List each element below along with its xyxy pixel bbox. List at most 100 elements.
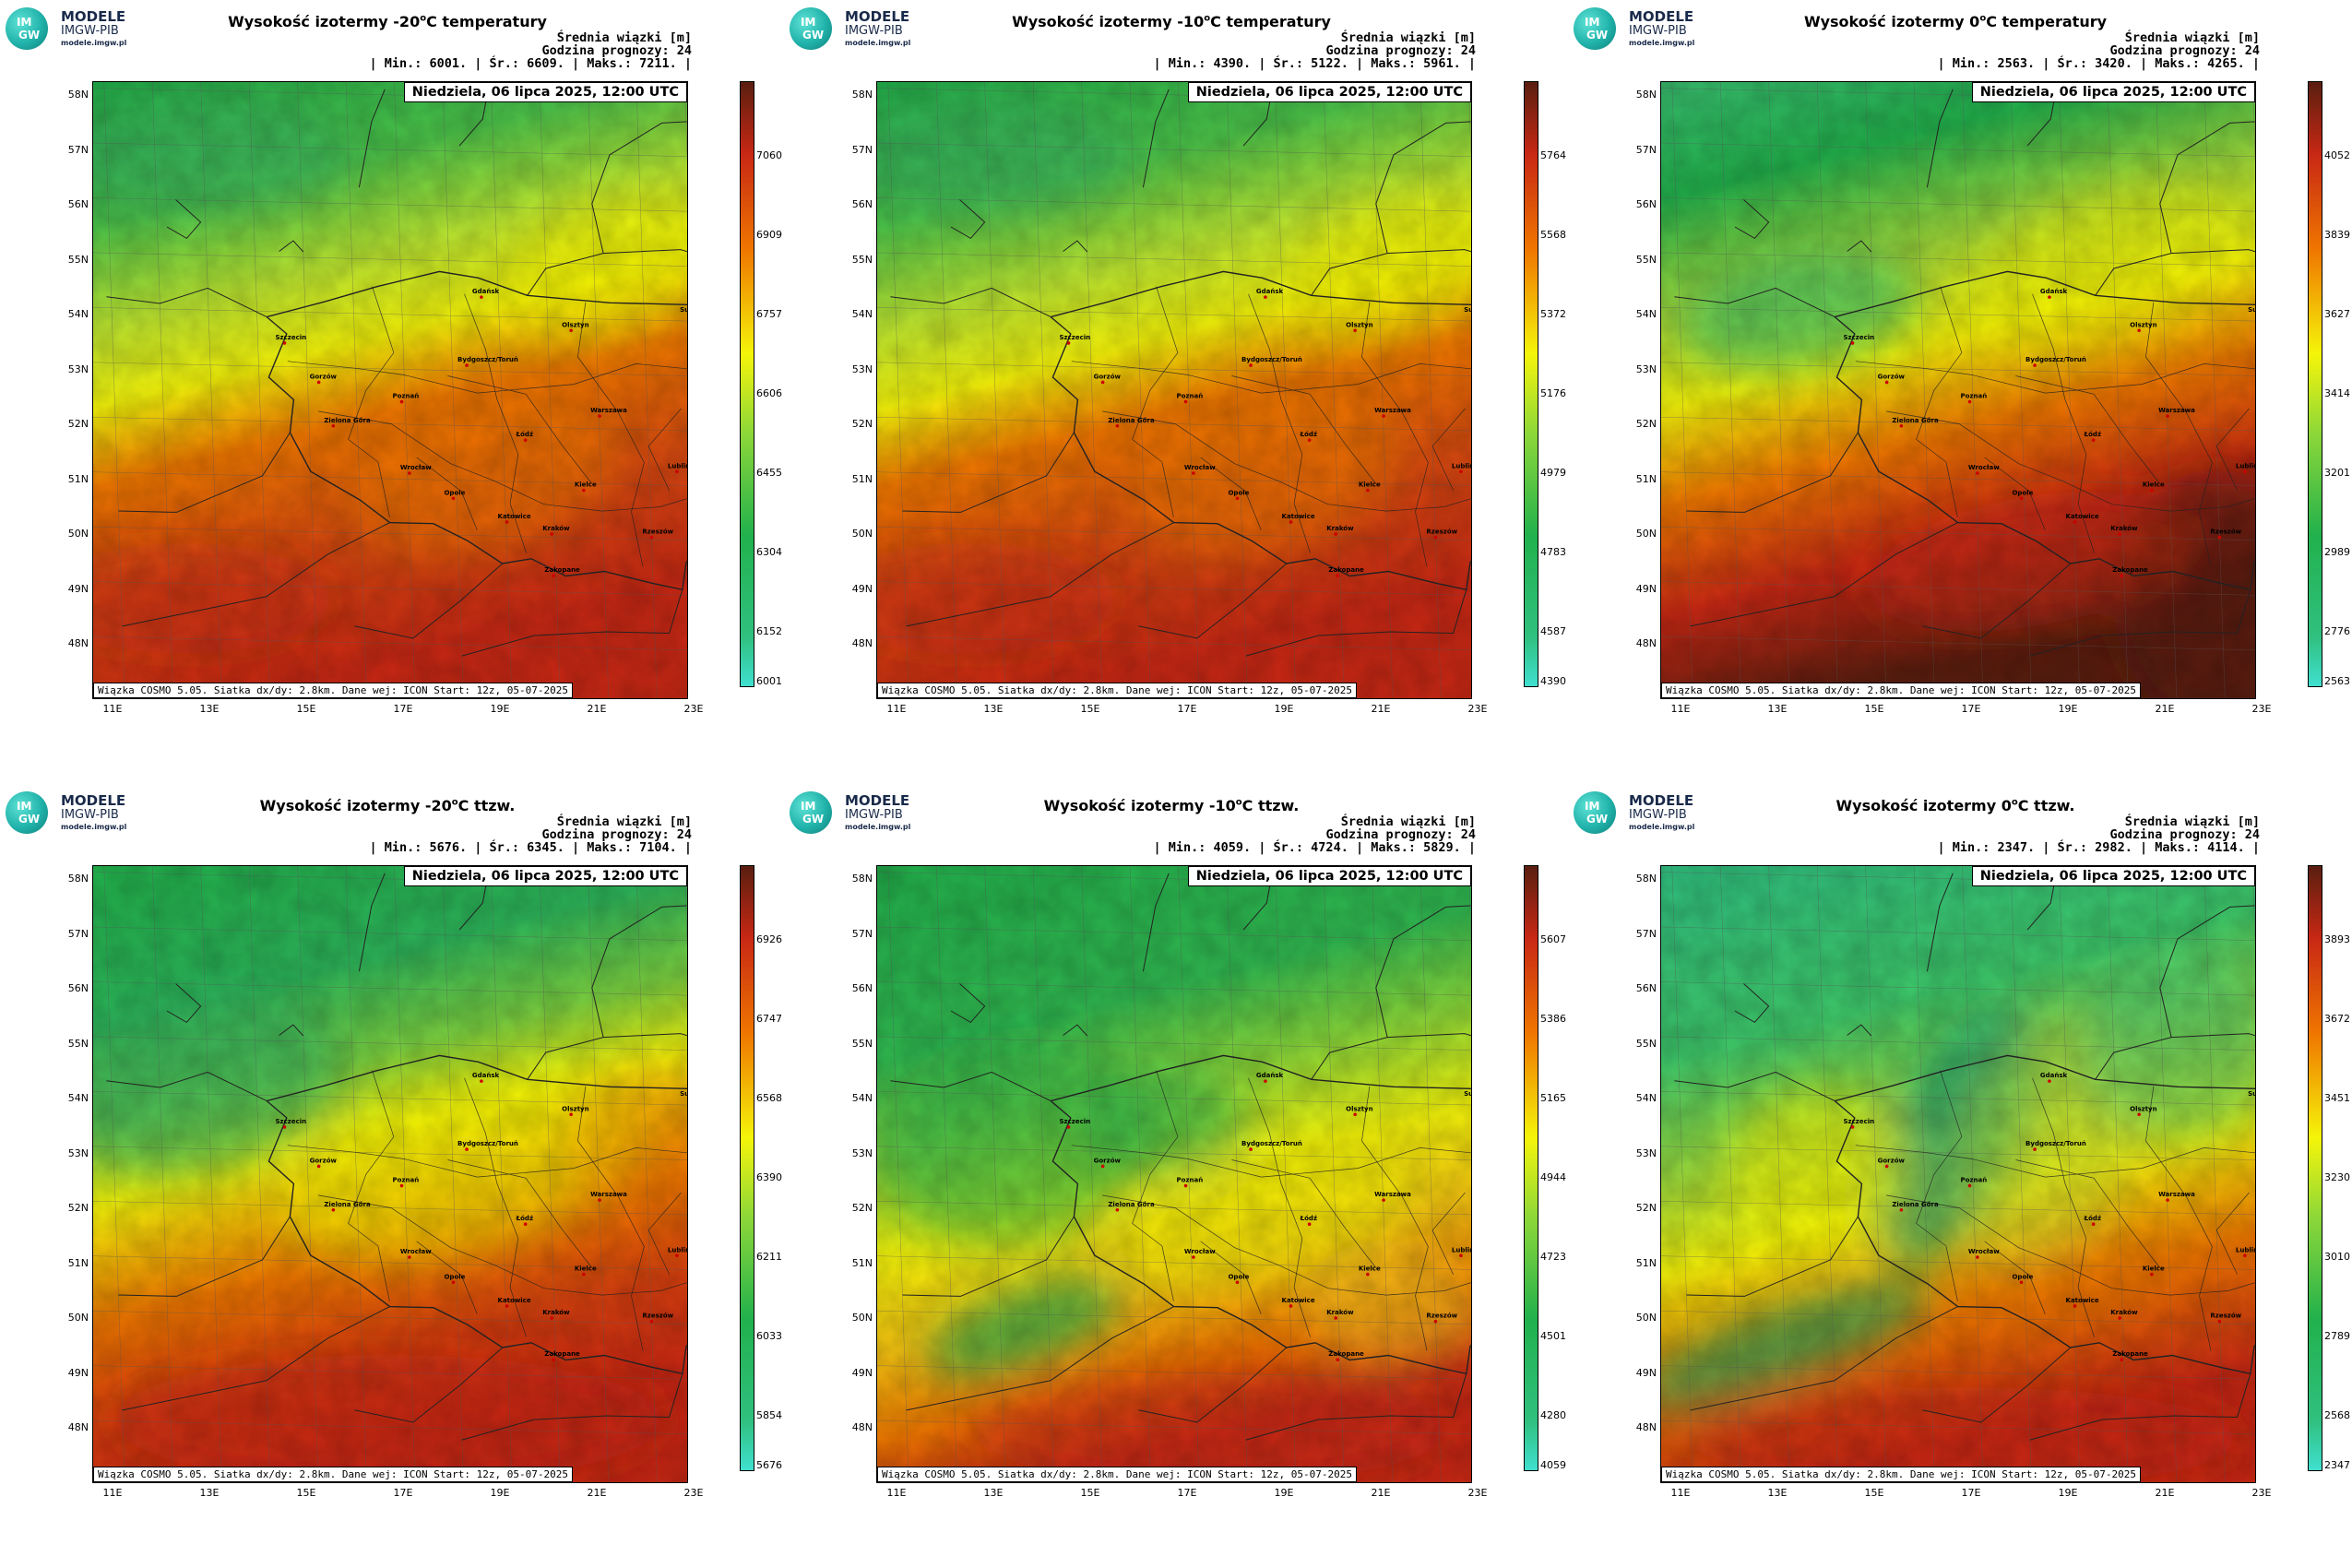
colorbar-tick-label: 5176	[1540, 387, 1566, 399]
stats-block: Średnia wiązki [m] Godzina prognozy: 24 | …	[1154, 815, 1477, 854]
city-label: Gorzów	[310, 1157, 338, 1164]
latitude-tick: 51N	[851, 472, 873, 485]
border-line	[1242, 881, 1272, 931]
map-area[interactable]: GdańskSuwałkiOlsztynBiałystokSzczecinByd…	[92, 865, 688, 1483]
city-marker	[569, 328, 573, 333]
city-marker	[1183, 399, 1188, 404]
latitude-tick: 55N	[1635, 1037, 1657, 1050]
map-area[interactable]: GdańskSuwałkiOlsztynBiałystokSzczecinByd…	[92, 81, 688, 699]
border-line	[461, 589, 683, 657]
city-marker	[1967, 1183, 1972, 1188]
longitude-tick: 13E	[983, 703, 1004, 715]
date-label: Niedziela, 06 lipca 2025, 12:00 UTC	[1187, 866, 1471, 886]
border-line	[1674, 1071, 1835, 1102]
longitude-gridline	[2204, 866, 2226, 1482]
title-degree: o	[1235, 797, 1242, 808]
latitude-gridline	[93, 1091, 687, 1106]
longitude-tick: 11E	[886, 1487, 907, 1499]
logo-url: modele.imgw.pl	[1629, 823, 1695, 831]
latitude-gridline	[93, 581, 687, 596]
voivodeship-border	[348, 1070, 395, 1301]
logo-name: MODELE	[845, 792, 910, 809]
logo-glyph-bottom: GW	[1586, 813, 1609, 826]
city-marker	[1884, 380, 1889, 385]
forecast-label: Godzina prognozy: 24	[2109, 827, 2260, 842]
colorbar-tick-label: 3230	[2324, 1171, 2350, 1183]
longitude-gridline	[1372, 82, 1394, 698]
latitude-gridline	[93, 362, 687, 376]
latitude-gridline	[93, 197, 687, 212]
title-degree: o	[420, 13, 427, 24]
city-marker	[2073, 520, 2077, 524]
city-marker	[2019, 1280, 2024, 1285]
longitude-gridline	[442, 866, 464, 1482]
latitude-gridline	[1661, 636, 2255, 651]
latitude-tick: 57N	[1635, 927, 1657, 940]
logo-icon: IM GW	[790, 791, 832, 834]
latitude-tick: 52N	[1635, 418, 1657, 430]
city-label: Wrocław	[400, 464, 432, 471]
voivodeship-border	[1916, 1070, 1963, 1301]
latitude-gridline	[1661, 581, 2255, 596]
footer-label: Wiązka COSMO 5.05. Siatka dx/dy: 2.8km. …	[877, 1467, 1357, 1482]
border-line	[2159, 121, 2255, 254]
city-label: Rzeszów	[1426, 1313, 1457, 1320]
voivodeship-border	[1855, 361, 2255, 394]
latitude-tick: 54N	[67, 308, 89, 320]
city-marker	[2118, 1316, 2122, 1320]
city-marker	[1976, 471, 1979, 475]
colorbar-tick-label: 2568	[2324, 1409, 2350, 1421]
voivodeship-border	[318, 1194, 687, 1296]
latitude-tick: 57N	[851, 143, 873, 156]
date-label: Niedziela, 06 lipca 2025, 12:00 UTC	[1187, 82, 1471, 102]
longitude-tick: 19E	[490, 1487, 510, 1499]
city-label: Lublin	[1452, 462, 1471, 469]
imgw-logo: IM GW MODELE IMGW-PIB modele.imgw.pl	[6, 791, 153, 836]
longitude-gridline	[1323, 866, 1345, 1482]
city-label: Lublin	[668, 1246, 687, 1253]
map-area[interactable]: GdańskSuwałkiOlsztynBiałystokSzczecinByd…	[1660, 865, 2256, 1483]
city-marker	[331, 423, 336, 428]
city-marker	[2091, 438, 2096, 443]
city-label: Lublin	[2236, 1246, 2255, 1253]
border-line	[1734, 199, 1770, 240]
latitude-gridline	[1661, 252, 2255, 267]
latitude-tick: 57N	[67, 927, 89, 940]
city-marker	[1066, 1125, 1071, 1129]
latitude-tick: 58N	[1635, 873, 1657, 885]
title-prefix: Wysokość izotermy 0	[1835, 797, 2012, 814]
latitude-tick: 53N	[851, 1146, 873, 1159]
longitude-gridline	[1372, 866, 1394, 1482]
city-label: Olsztyn	[1346, 321, 1373, 328]
longitude-tick: 21E	[2155, 1487, 2175, 1499]
forecast-label: Godzina prognozy: 24	[1325, 827, 1476, 842]
longitude-gridline	[442, 82, 464, 698]
colorbar	[1524, 81, 1538, 687]
map-area[interactable]: GdańskSuwałkiOlsztynBiałystokSzczecinByd…	[1660, 81, 2256, 699]
colorbar-tick-label: 5607	[1540, 933, 1566, 945]
city-label: Katowice	[2066, 1297, 2099, 1304]
logo-org: IMGW-PIB	[1629, 24, 1687, 38]
longitude-gridline	[1081, 866, 1103, 1481]
city-label: Bydgoszcz/Toruń	[1241, 356, 1302, 363]
imgw-logo: IM GW MODELE IMGW-PIB modele.imgw.pl	[790, 7, 937, 52]
border-line	[527, 249, 687, 296]
map-area[interactable]: GdańskSuwałkiOlsztynBiałystokSzczecinByd…	[876, 865, 1472, 1483]
logo-url: modele.imgw.pl	[1629, 39, 1695, 47]
longitude-tick: 21E	[2155, 703, 2175, 715]
city-marker	[1976, 1255, 1979, 1259]
city-marker	[1066, 341, 1071, 345]
map-area[interactable]: GdańskSuwałkiOlsztynBiałystokSzczecinByd…	[876, 81, 1472, 699]
longitude-tick: 17E	[1961, 703, 1981, 715]
border-line	[1142, 89, 1170, 188]
latitude-gridline	[1661, 417, 2255, 432]
city-label: Olsztyn	[1346, 1105, 1373, 1112]
colorbar-tick-label: 2563	[2324, 675, 2350, 687]
colorbar-tick-label: 6390	[756, 1171, 782, 1183]
latitude-gridline	[93, 926, 687, 941]
border-line	[166, 983, 202, 1024]
border-line	[1063, 1024, 1088, 1037]
voivodeship-border	[1102, 1194, 1471, 1296]
longitude-gridline	[1226, 82, 1248, 698]
latitude-gridline	[877, 1420, 1471, 1435]
